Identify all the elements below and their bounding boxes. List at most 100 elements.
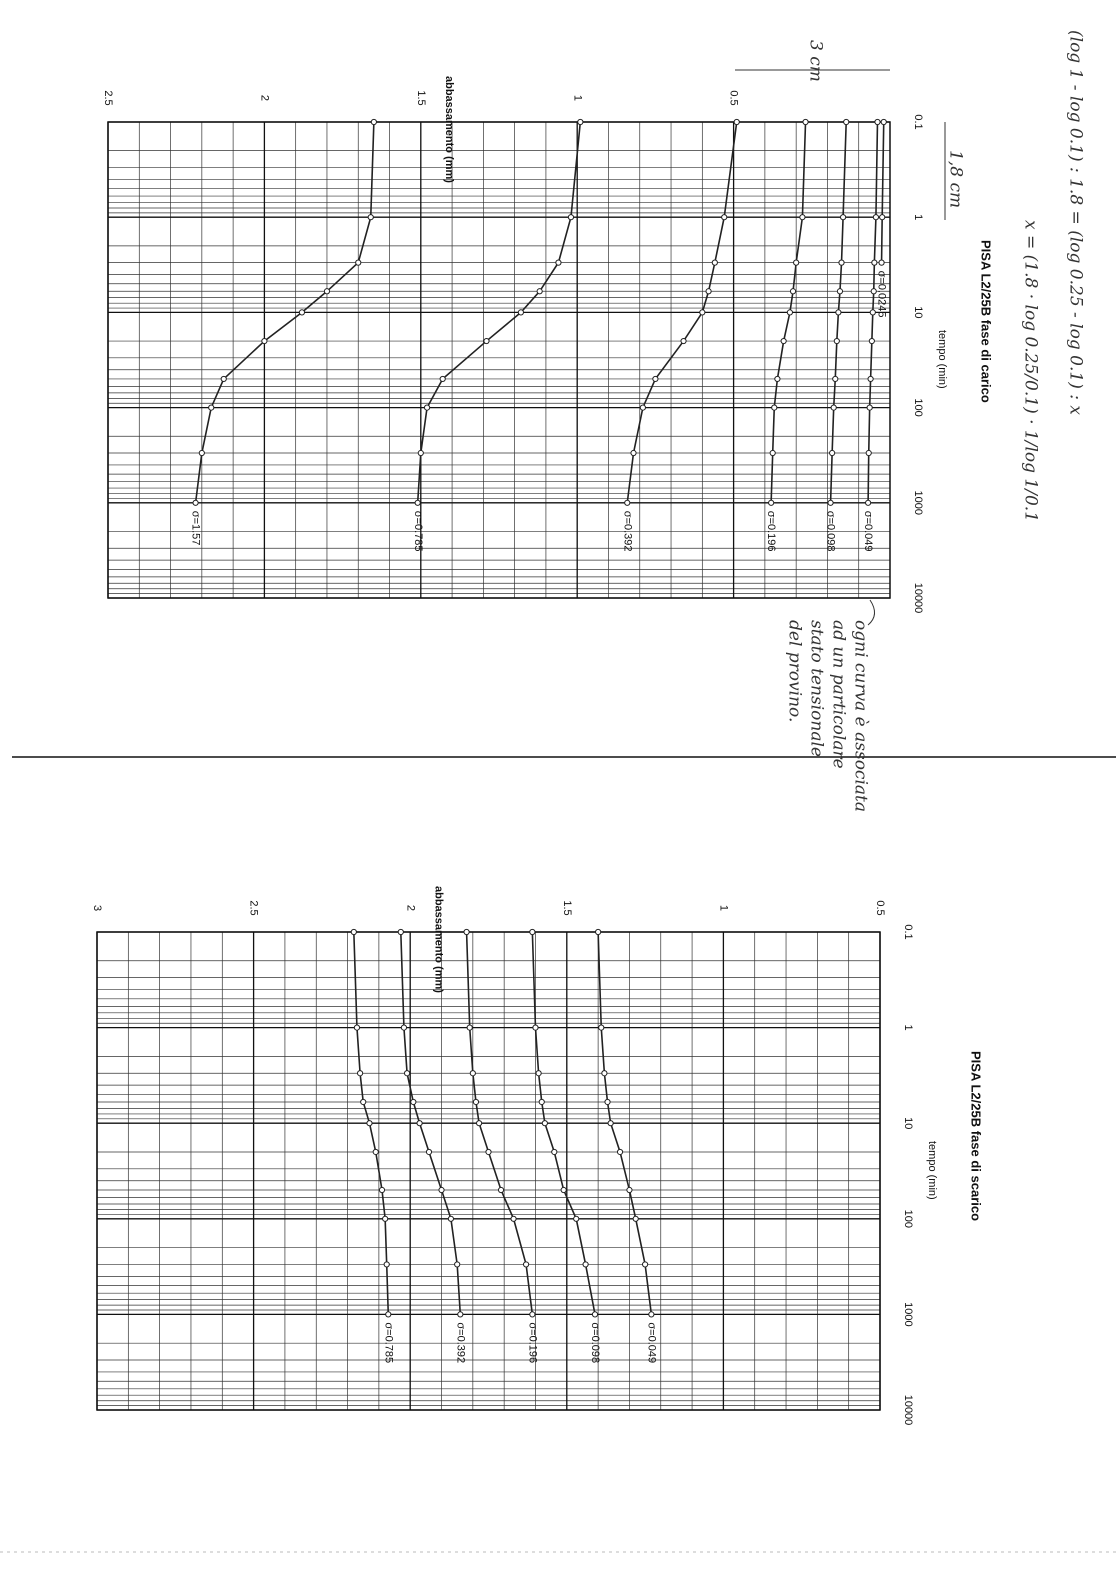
x-tick-label: 0.1 — [912, 114, 924, 129]
series-label: σ=0.196 — [765, 511, 777, 552]
data-point — [457, 1311, 464, 1318]
data-point — [400, 1024, 408, 1031]
plot-frame — [96, 931, 881, 1411]
data-point — [867, 375, 874, 383]
series-line — [416, 121, 582, 503]
data-point — [626, 1186, 633, 1194]
data-point — [378, 1186, 386, 1194]
data-point — [771, 404, 778, 411]
note: ogni curva è associata — [851, 620, 871, 812]
y-tick-label: 0.5 — [728, 90, 740, 105]
note: ad un particolare — [829, 620, 849, 769]
series-label: σ=1.57 — [190, 511, 202, 546]
note: 1,8 cm — [946, 150, 966, 208]
data-point — [866, 404, 873, 411]
data-point — [567, 214, 575, 221]
data-point — [355, 259, 362, 266]
series-line — [400, 931, 462, 1315]
data-point — [454, 1261, 461, 1268]
data-point — [839, 214, 847, 221]
y-tick-label: 1.5 — [415, 90, 427, 105]
x-tick-label: 1 — [902, 1025, 914, 1031]
data-point — [838, 259, 845, 266]
plot-frame — [107, 121, 891, 599]
data-point — [367, 214, 374, 221]
chart-title: PISA L2/25B fase di scarico — [969, 1051, 984, 1221]
data-point — [192, 499, 199, 506]
data-point — [598, 1024, 605, 1031]
data-point — [385, 1311, 392, 1318]
data-point — [642, 1261, 649, 1268]
data-point — [872, 214, 880, 221]
data-point — [789, 288, 797, 295]
data-point — [425, 1148, 433, 1156]
x-tick-label: 10 — [902, 1117, 914, 1129]
data-point — [601, 1070, 608, 1077]
data-point — [652, 375, 659, 383]
data-point — [497, 1186, 505, 1194]
data-point — [510, 1215, 517, 1222]
data-point — [639, 404, 646, 411]
y-axis-label: abbassamento (mm) — [433, 886, 445, 993]
data-point — [630, 449, 637, 457]
annotation-arrow — [867, 599, 875, 626]
data-point — [607, 1120, 614, 1127]
data-point — [555, 259, 562, 266]
data-point — [350, 928, 357, 936]
data-point — [323, 288, 331, 295]
data-point — [871, 259, 878, 266]
data-point — [472, 1098, 480, 1106]
x-tick-label: 10000 — [912, 583, 924, 614]
data-point — [835, 309, 842, 316]
data-point — [463, 928, 470, 936]
series-label: σ=0.0245 — [876, 271, 888, 318]
data-point — [843, 118, 850, 126]
data-point — [356, 1070, 364, 1077]
y-tick-label: 3 — [91, 905, 103, 911]
data-point — [466, 1024, 473, 1031]
data-point — [416, 1120, 423, 1127]
data-point — [560, 1186, 567, 1194]
y-tick-label: 1.5 — [561, 900, 573, 915]
data-point — [874, 118, 881, 126]
data-point — [410, 1098, 417, 1106]
data-point — [774, 375, 781, 383]
data-point — [485, 1148, 492, 1156]
data-point — [769, 449, 776, 457]
data-point — [616, 1148, 624, 1156]
data-point — [832, 375, 839, 383]
y-tick-label: 1 — [717, 905, 729, 911]
data-point — [360, 1098, 367, 1106]
data-point — [469, 1070, 476, 1077]
data-point — [198, 449, 205, 457]
data-point — [532, 1024, 539, 1031]
data-point — [868, 337, 875, 345]
series-label: σ=0.098 — [589, 1322, 601, 1363]
data-point — [397, 928, 404, 936]
note: 3 cm — [806, 40, 826, 82]
data-point — [382, 1215, 389, 1222]
x-axis-label: tempo (min) — [936, 330, 948, 389]
series-label: σ=0.785 — [382, 1322, 394, 1363]
series-line — [353, 931, 390, 1315]
data-point — [721, 214, 728, 221]
data-point — [869, 309, 876, 316]
data-point — [878, 259, 885, 266]
data-point — [604, 1098, 611, 1106]
x-tick-label: 10000 — [902, 1395, 914, 1426]
series-line — [194, 121, 375, 503]
series-label: σ=0.196 — [526, 1322, 538, 1363]
data-point — [830, 404, 837, 411]
data-point — [802, 118, 809, 126]
x-tick-label: 1000 — [912, 491, 924, 515]
data-point — [829, 449, 836, 457]
series-line — [770, 121, 807, 503]
data-point — [827, 499, 834, 506]
data-point — [865, 449, 872, 457]
data-point — [624, 499, 631, 506]
series-label: σ=0.049 — [862, 511, 874, 552]
series-label: σ=0.392 — [621, 511, 633, 552]
data-point — [447, 1215, 455, 1222]
chart-title: PISA L2/25B fase di carico — [979, 240, 994, 403]
